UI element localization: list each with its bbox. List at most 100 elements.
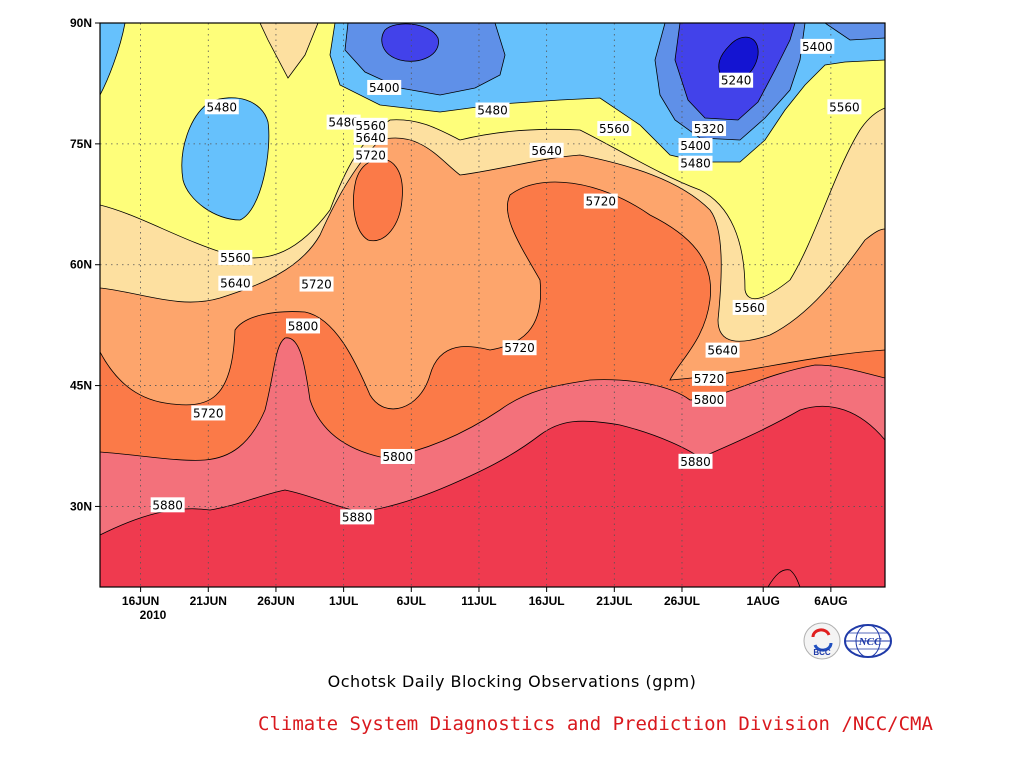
contour-label-text: 5480 — [207, 100, 238, 114]
x-tick-label: 11JUL — [461, 594, 496, 608]
contour-label-text: 5640 — [531, 144, 562, 158]
contour-line-5800 — [100, 405, 885, 536]
plot-frame — [99, 22, 886, 588]
band-below-5240 — [718, 37, 759, 82]
band-above-5880 — [768, 569, 800, 587]
contour-label-text: 5560 — [220, 251, 251, 265]
contour-label-text: 5800 — [694, 393, 725, 407]
contour-line-5560 — [100, 137, 885, 342]
band-5320-ne — [825, 23, 885, 40]
contour-label-bg — [597, 121, 632, 137]
contour-label: 5560 — [732, 299, 767, 315]
contour-label-text: 5800 — [382, 450, 413, 464]
band-5400-nw — [100, 23, 125, 95]
y-tick-label: 30N — [70, 499, 92, 513]
chart-title: Ochotsk Daily Blocking Observations (gpm… — [327, 672, 697, 691]
contour-line-5720-island — [353, 158, 403, 242]
contour-label: 5640 — [218, 275, 253, 291]
contour-label-text: 5400 — [680, 139, 711, 153]
contour-label-text: 5640 — [707, 344, 738, 358]
contour-label: 5720 — [692, 370, 727, 386]
contour-label-text: 5320 — [694, 122, 725, 136]
x-tick-label: 6JUL — [397, 594, 426, 608]
contour-label-bg — [800, 38, 835, 54]
contour-label: 5640 — [353, 129, 388, 145]
contour-line-5320-ne — [824, 23, 885, 41]
contour-label-bg — [380, 448, 415, 464]
contour-label-bg — [326, 114, 361, 130]
contour-label: 5720 — [502, 340, 537, 356]
contour-label: 5480 — [475, 102, 510, 118]
contour-label: 5480 — [326, 114, 361, 130]
contour-label: 5560 — [353, 117, 388, 133]
contour-label-text: 5800 — [288, 319, 319, 333]
contour-label-bg — [340, 509, 375, 525]
contour-label-text: 5560 — [734, 301, 765, 315]
contour-label-bg — [367, 79, 402, 95]
contour-label-bg — [353, 117, 388, 133]
contour-label-bg — [218, 249, 253, 265]
contour-label: 5640 — [705, 342, 740, 358]
x-tick-label: 1AUG — [747, 594, 780, 608]
contour-label-bg — [678, 453, 713, 469]
contour-label-text: 5400 — [802, 40, 833, 54]
contour-label-bg — [529, 142, 564, 158]
contour-label-text: 5400 — [369, 81, 400, 95]
contour-label-bg — [678, 155, 713, 171]
contour-label-bg — [353, 129, 388, 145]
y-tick-label: 45N — [70, 379, 92, 393]
x-tick-label: 6AUG — [814, 594, 847, 608]
contour-label-text: 5720 — [355, 149, 386, 163]
contour-label-text: 5720 — [504, 341, 535, 355]
band-5880 — [100, 406, 885, 587]
contour-label: 5880 — [150, 497, 185, 513]
contour-line-5480-nw — [259, 23, 319, 79]
contour-label-bg — [218, 275, 253, 291]
contour-label: 5480 — [204, 99, 239, 115]
contour-label-bg — [827, 99, 862, 115]
contour-label-text: 5560 — [829, 100, 860, 114]
x-tick-label: 1JUL — [329, 594, 358, 608]
contour-label-text: 5480 — [328, 116, 359, 130]
contour-label-text: 5880 — [152, 498, 183, 512]
contour-label-bg — [299, 276, 334, 292]
band-5560-nw — [260, 23, 318, 78]
contour-label: 5720 — [191, 405, 226, 421]
contour-label-text: 5720 — [694, 372, 725, 386]
x-tick-label: 16JUN — [122, 594, 159, 608]
contour-label-bg — [719, 72, 754, 88]
contour-label-text: 5240 — [721, 74, 752, 88]
contour-label: 5720 — [583, 193, 618, 209]
credit-line: Climate System Diagnostics and Predictio… — [258, 713, 933, 735]
ncc-logo: NCC — [844, 624, 892, 658]
contour-label: 5800 — [286, 318, 321, 334]
contour-label: 5400 — [367, 79, 402, 95]
x-tick-label: 21JUL — [596, 594, 632, 608]
contour-label: 5560 — [827, 99, 862, 115]
contour-label-text: 5880 — [680, 455, 711, 469]
contour-label: 5400 — [678, 137, 713, 153]
contour-label: 5720 — [299, 276, 334, 292]
contour-line-5320 — [344, 23, 506, 96]
bcc-logo-text: BCC — [813, 648, 831, 657]
contour-line-5880 — [767, 569, 801, 587]
contour-label-text: 5880 — [342, 510, 373, 524]
contour-label-bg — [692, 121, 727, 137]
contour-label: 5560 — [597, 121, 632, 137]
x-year-label: 2010 — [140, 608, 167, 622]
contour-label-bg — [678, 137, 713, 153]
y-tick-label: 75N — [70, 137, 92, 151]
contour-label: 5880 — [678, 453, 713, 469]
contour-label: 5880 — [340, 509, 375, 525]
contour-label-bg — [475, 102, 510, 118]
ncc-logo-text: NCC — [858, 636, 882, 648]
contour-label-bg — [692, 391, 727, 407]
x-tick-label: 26JUL — [664, 594, 700, 608]
contour-label-text: 5640 — [355, 131, 386, 145]
x-tick-label: 26JUN — [257, 594, 294, 608]
y-axis: 30N 45N 60N 75N 90N — [70, 16, 100, 513]
y-tick-label: 90N — [70, 16, 92, 30]
contour-line-5400-island — [181, 97, 270, 221]
bcc-logo: BCC — [803, 622, 841, 660]
